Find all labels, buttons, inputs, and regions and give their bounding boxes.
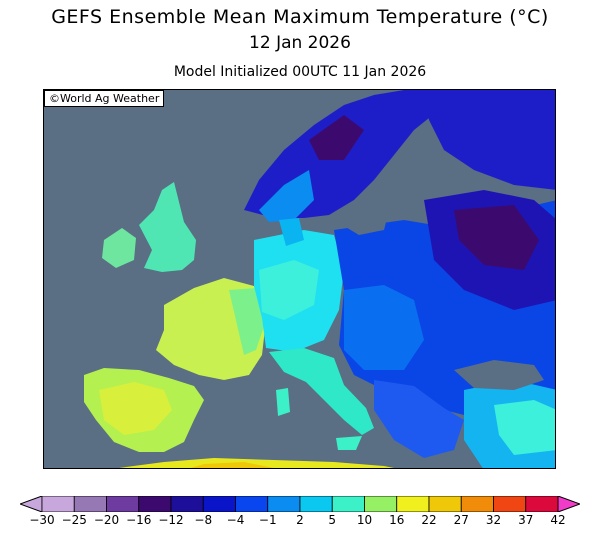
color-bar-segment bbox=[331, 496, 365, 512]
forecast-date: 12 Jan 2026 bbox=[249, 33, 351, 53]
color-bar-min-arrow bbox=[20, 496, 43, 512]
norway-south bbox=[259, 170, 314, 222]
color-bar-tick-label: −20 bbox=[93, 513, 120, 527]
color-bar-tick-label: −1 bbox=[258, 513, 277, 527]
color-bar-segment bbox=[493, 496, 527, 512]
color-bar-segment bbox=[460, 496, 494, 512]
color-bar-tick-label: 22 bbox=[421, 513, 437, 527]
color-bar-tick-label: 37 bbox=[518, 513, 534, 527]
color-bar-tick-label: −12 bbox=[158, 513, 184, 527]
north-africa bbox=[119, 458, 394, 468]
france-east bbox=[229, 288, 266, 355]
baltic-sea bbox=[334, 195, 389, 235]
color-bar-segment bbox=[73, 496, 107, 512]
color-bar-segment bbox=[170, 496, 204, 512]
map-title: GEFS Ensemble Mean Maximum Temperature (… bbox=[51, 6, 549, 28]
iberia-interior bbox=[99, 382, 172, 435]
ireland bbox=[102, 228, 136, 268]
color-bar-tick-label: 27 bbox=[453, 513, 469, 527]
color-bar-segment bbox=[106, 496, 140, 512]
model-init-text: Model Initialized 00UTC 11 Jan 2026 bbox=[173, 64, 427, 80]
finland bbox=[424, 90, 555, 190]
color-bar-tick-label: −25 bbox=[61, 513, 87, 527]
color-bar-tick-label: 10 bbox=[356, 513, 373, 527]
color-bar-segment bbox=[41, 496, 75, 512]
color-bar-tick-label: −8 bbox=[194, 513, 213, 527]
color-bar-segment bbox=[428, 496, 462, 512]
map-graphic bbox=[44, 90, 555, 468]
data-credit: ©World Ag Weather bbox=[44, 90, 165, 107]
turkey-south bbox=[494, 400, 555, 455]
color-bar-tick-label: −16 bbox=[126, 513, 152, 527]
color-bar-labels: −30 −25 −20 −16 −12 −8 −4 −1 2 5 10 16 22 27 32 37 42 bbox=[0, 513, 600, 529]
north-africa-warm bbox=[190, 462, 274, 468]
color-bar-tick-label: −30 bbox=[29, 513, 55, 527]
color-bar-segment bbox=[138, 496, 172, 512]
sardinia bbox=[276, 388, 290, 416]
color-bar-tick-label: 2 bbox=[296, 513, 304, 527]
color-bar-segment bbox=[235, 496, 269, 512]
color-bar-segment bbox=[396, 496, 430, 512]
color-bar-tick-label: −4 bbox=[226, 513, 245, 527]
balkans bbox=[374, 380, 464, 458]
color-bar-tick-label: 16 bbox=[389, 513, 405, 527]
color-bar-graphic bbox=[20, 496, 580, 512]
color-bar-segment bbox=[525, 496, 559, 512]
temperature-map bbox=[43, 89, 556, 469]
scandinavia-cold bbox=[309, 115, 364, 160]
color-bar-segment bbox=[299, 496, 333, 512]
sicily bbox=[336, 436, 362, 450]
color-bar-segment bbox=[202, 496, 236, 512]
cold-core bbox=[454, 205, 539, 270]
denmark bbox=[279, 218, 304, 246]
color-bar-tick-label: 5 bbox=[328, 513, 337, 527]
color-bar bbox=[20, 496, 580, 512]
color-bar-segment bbox=[364, 496, 398, 512]
color-bar-max-arrow bbox=[557, 496, 580, 512]
color-bar-tick-label: 32 bbox=[485, 513, 502, 527]
great-britain bbox=[139, 182, 196, 272]
poland-hungary bbox=[344, 285, 424, 370]
central-warm bbox=[259, 260, 319, 320]
color-bar-tick-label: 42 bbox=[550, 513, 566, 527]
black-sea bbox=[454, 360, 544, 390]
italy bbox=[269, 348, 374, 435]
color-bar-segment bbox=[267, 496, 301, 512]
